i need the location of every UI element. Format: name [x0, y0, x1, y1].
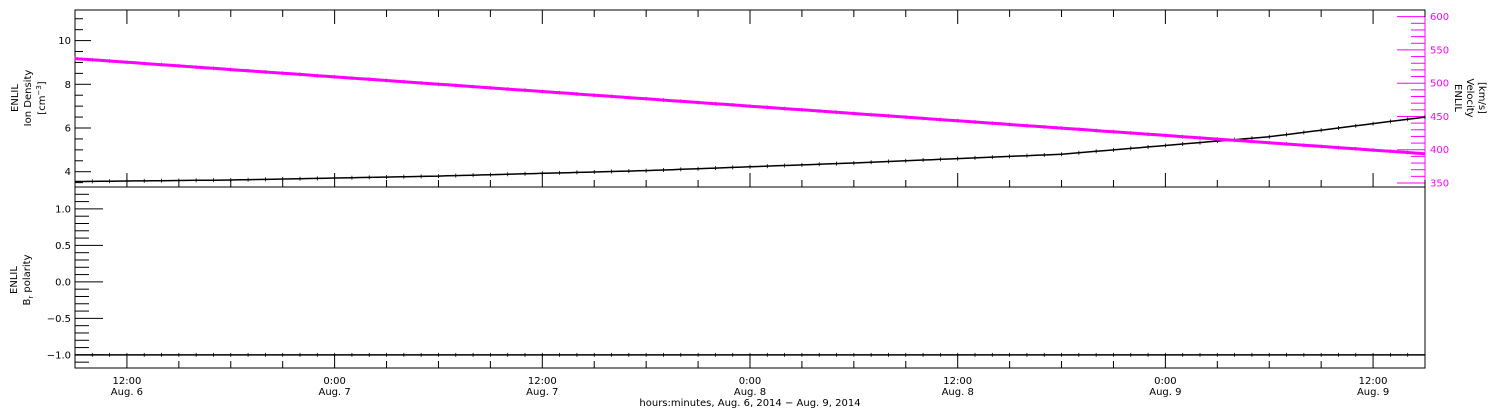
velocity-tick-label: 400 — [1430, 145, 1449, 156]
x-tick-time-label: 12:00 — [113, 376, 142, 387]
velocity-ylabel-line2: Velocity — [1464, 78, 1475, 117]
polarity-ylabel-line2: Br polarity — [22, 254, 35, 305]
polarity-tick-label: 0.0 — [55, 277, 71, 288]
density-tick-label: 10 — [58, 36, 71, 47]
polarity-tick-label: −1.0 — [47, 350, 71, 361]
x-tick-time-label: 12:00 — [1359, 376, 1388, 387]
x-tick-time-label: 12:00 — [943, 376, 972, 387]
density-tick-label: 8 — [65, 80, 71, 91]
density-line — [75, 116, 1426, 183]
polarity-tick-label: 1.0 — [55, 204, 71, 215]
density-ylabel-line1: ENLIL — [10, 84, 21, 112]
x-tick-date-label: Aug. 8 — [942, 387, 974, 398]
bottom-frame — [74, 186, 1426, 369]
density-tick-label: 6 — [65, 124, 71, 135]
x-tick-date-label: Aug. 8 — [734, 387, 766, 398]
bottom-panel: −1.0 −0.5 0.0 0.5 1.0 ENLIL Br polarity — [9, 186, 1426, 369]
polarity-tick-label: 0.5 — [55, 241, 71, 252]
x-tick-time-label: 0:00 — [1154, 376, 1176, 387]
x-tick-date-label: Aug. 9 — [1357, 387, 1389, 398]
velocity-tick-label: 450 — [1430, 112, 1449, 123]
bottom-ticks: −1.0 −0.5 0.0 0.5 1.0 — [47, 193, 1426, 368]
density-tick-label: 4 — [65, 167, 71, 178]
velocity-tick-label: 600 — [1430, 12, 1449, 23]
top-series — [74, 56, 1426, 184]
top-ticks: 4 6 8 10 350 400 450 500 550 600 — [58, 10, 1449, 190]
x-axis-title: hours:minutes, Aug. 6, 2014 − Aug. 9, 20… — [639, 398, 860, 409]
velocity-ylabel-unit: [km/s] — [1476, 82, 1487, 114]
velocity-tick-label: 550 — [1430, 45, 1449, 56]
x-tick-date-label: Aug. 6 — [111, 387, 143, 398]
density-ylabel-unit: [cm−3] — [35, 81, 48, 114]
density-ylabel-line2: Ion Density — [23, 70, 34, 127]
polarity-ylabel-line1: ENLIL — [9, 266, 20, 294]
top-panel: 4 6 8 10 350 400 450 500 550 600 ENLIL Ion Densit… — [10, 9, 1487, 190]
x-tick-date-label: Aug. 9 — [1149, 387, 1181, 398]
x-tick-time-label: 12:00 — [528, 376, 557, 387]
polarity-tick-label: −0.5 — [47, 314, 71, 325]
x-tick-time-label: 0:00 — [323, 376, 345, 387]
bottom-series — [74, 352, 1426, 357]
velocity-ylabel-line1: ENLIL — [1452, 84, 1463, 112]
x-tick-time-label: 0:00 — [739, 376, 761, 387]
top-frame — [74, 9, 1426, 188]
velocity-tick-label: 350 — [1430, 179, 1449, 190]
velocity-tick-label: 500 — [1430, 79, 1449, 90]
x-tick-date-label: Aug. 7 — [318, 387, 350, 398]
x-tick-date-label: Aug. 7 — [526, 387, 558, 398]
